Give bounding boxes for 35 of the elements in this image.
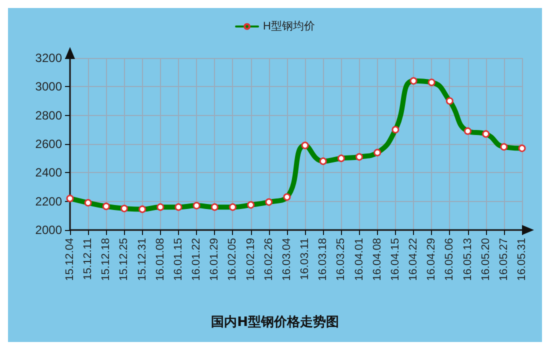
y-tick-label: 2000 xyxy=(35,223,62,237)
x-tick-label: 16.02.19 xyxy=(244,238,257,281)
x-tick-label: 16.03.04 xyxy=(280,238,293,281)
x-tick-label: 15.12.25 xyxy=(118,238,130,281)
x-tick-label: 16.01.29 xyxy=(208,238,221,281)
x-tick-label: 16.01.08 xyxy=(154,238,166,281)
x-tick-label: 16.05.31 xyxy=(516,238,528,281)
x-tick-label: 16.04.08 xyxy=(371,238,384,281)
x-tick-label: 15.12.04 xyxy=(64,238,76,281)
x-tick-label: 16.04.22 xyxy=(408,238,420,281)
x-tick-label: 16.04.15 xyxy=(389,238,402,281)
legend-label: H型钢均价 xyxy=(263,20,315,32)
x-tick-label: 16.02.05 xyxy=(226,238,239,281)
x-tick-label: 15.12.31 xyxy=(136,238,148,281)
y-tick-label: 2400 xyxy=(35,166,62,180)
y-tick-label: 2600 xyxy=(35,137,62,151)
x-tick-label: 16.05.20 xyxy=(480,238,492,281)
y-tick-label: 2800 xyxy=(35,108,62,122)
x-tick-label: 16.05.13 xyxy=(462,238,474,281)
x-tick-label: 16.02.26 xyxy=(262,238,275,281)
x-tick-label: 16.05.27 xyxy=(498,238,510,281)
x-tick-label: 15.12.11 xyxy=(82,238,94,280)
x-tick-label: 16.03.18 xyxy=(317,238,330,281)
y-tick-label: 2200 xyxy=(35,194,62,208)
x-tick-label: 16.04.01 xyxy=(353,238,366,281)
x-tick-label: 16.04.29 xyxy=(426,238,438,281)
x-tick-label: 16.05.06 xyxy=(444,238,456,281)
y-tick-label: 3000 xyxy=(35,80,62,94)
x-tick-label: 16.01.22 xyxy=(190,238,203,281)
x-tick-label: 15.12.18 xyxy=(100,238,112,281)
y-tick-label: 3200 xyxy=(35,51,62,65)
text: 国内H型钢价格走势图 xyxy=(211,314,339,330)
x-tick-label: 16.01.15 xyxy=(172,238,184,281)
x-tick-label: 16.03.11 xyxy=(299,238,312,280)
x-tick-label: 16.03.25 xyxy=(335,238,348,281)
